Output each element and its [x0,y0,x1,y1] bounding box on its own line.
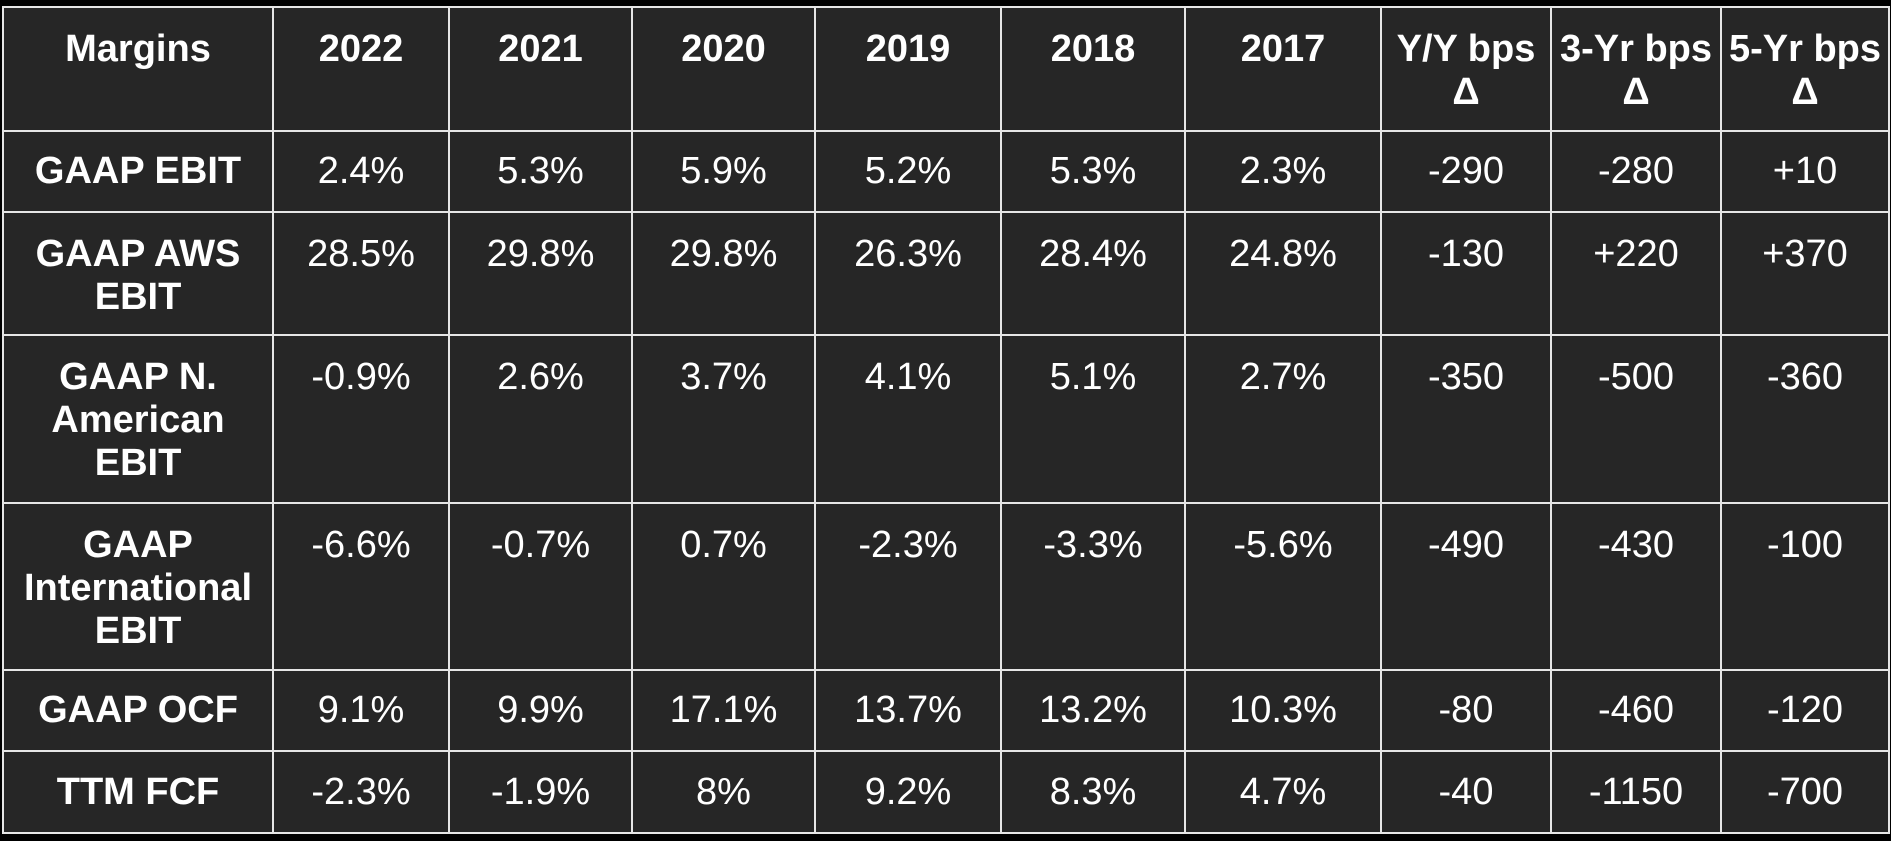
table-cell: -490 [1380,502,1552,671]
header-margins: Margins [2,6,274,132]
margins-table-container: Margins 2022 2021 2020 2019 2018 2017 Y/… [2,6,1890,834]
table-cell: 5.1% [1000,334,1186,504]
table-cell: 24.8% [1184,211,1382,336]
header-2021: 2021 [448,6,633,132]
table-cell: 3.7% [631,334,816,504]
table-row: GAAP EBIT 2.4% 5.3% 5.9% 5.2% 5.3% 2.3% … [2,130,1890,213]
row-label: GAAP EBIT [2,130,274,213]
table-cell: -460 [1550,669,1722,752]
table-row: GAAP International EBIT -6.6% -0.7% 0.7%… [2,502,1890,671]
table-cell: 29.8% [631,211,816,336]
table-cell: 29.8% [448,211,633,336]
table-cell: -120 [1720,669,1890,752]
header-2020: 2020 [631,6,816,132]
table-cell: 5.3% [1000,130,1186,213]
table-cell: +220 [1550,211,1722,336]
table-cell: -2.3% [272,750,450,834]
table-row: GAAP OCF 9.1% 9.9% 17.1% 13.7% 13.2% 10.… [2,669,1890,752]
table-cell: -290 [1380,130,1552,213]
table-cell: 2.3% [1184,130,1382,213]
table-cell: -0.7% [448,502,633,671]
table-cell: 8.3% [1000,750,1186,834]
table-row: GAAP AWS EBIT 28.5% 29.8% 29.8% 26.3% 28… [2,211,1890,336]
header-5yr-bps: 5-Yr bps Δ [1720,6,1890,132]
row-label: GAAP N. American EBIT [2,334,274,504]
table-cell: 5.2% [814,130,1002,213]
table-cell: 9.2% [814,750,1002,834]
table-cell: -130 [1380,211,1552,336]
table-cell: -100 [1720,502,1890,671]
table-cell: -350 [1380,334,1552,504]
header-yy-bps: Y/Y bps Δ [1380,6,1552,132]
table-row: TTM FCF -2.3% -1.9% 8% 9.2% 8.3% 4.7% -4… [2,750,1890,834]
header-2017: 2017 [1184,6,1382,132]
header-2019: 2019 [814,6,1002,132]
margins-table: Margins 2022 2021 2020 2019 2018 2017 Y/… [2,6,1890,834]
row-label: GAAP OCF [2,669,274,752]
table-cell: 2.4% [272,130,450,213]
table-cell: -5.6% [1184,502,1382,671]
table-cell: 9.9% [448,669,633,752]
table-cell: 26.3% [814,211,1002,336]
header-2018: 2018 [1000,6,1186,132]
table-cell: 13.2% [1000,669,1186,752]
table-cell: 17.1% [631,669,816,752]
table-cell: -40 [1380,750,1552,834]
table-cell: -2.3% [814,502,1002,671]
table-cell: 4.1% [814,334,1002,504]
table-cell: -500 [1550,334,1722,504]
table-cell: 5.9% [631,130,816,213]
table-cell: -6.6% [272,502,450,671]
table-cell: -280 [1550,130,1722,213]
table-cell: -360 [1720,334,1890,504]
table-cell: 0.7% [631,502,816,671]
header-3yr-bps: 3-Yr bps Δ [1550,6,1722,132]
table-cell: -80 [1380,669,1552,752]
row-label: GAAP AWS EBIT [2,211,274,336]
table-cell: -1.9% [448,750,633,834]
header-2022: 2022 [272,6,450,132]
table-cell: +10 [1720,130,1890,213]
table-cell: 2.7% [1184,334,1382,504]
table-cell: 10.3% [1184,669,1382,752]
table-cell: 28.4% [1000,211,1186,336]
table-cell: 9.1% [272,669,450,752]
table-cell: -0.9% [272,334,450,504]
table-cell: +370 [1720,211,1890,336]
table-row: GAAP N. American EBIT -0.9% 2.6% 3.7% 4.… [2,334,1890,504]
table-cell: -3.3% [1000,502,1186,671]
table-cell: 8% [631,750,816,834]
table-cell: 13.7% [814,669,1002,752]
table-cell: -430 [1550,502,1722,671]
table-cell: 4.7% [1184,750,1382,834]
table-cell: -700 [1720,750,1890,834]
table-cell: -1150 [1550,750,1722,834]
header-row: Margins 2022 2021 2020 2019 2018 2017 Y/… [2,6,1890,132]
table-cell: 2.6% [448,334,633,504]
row-label: TTM FCF [2,750,274,834]
row-label: GAAP International EBIT [2,502,274,671]
table-cell: 28.5% [272,211,450,336]
table-cell: 5.3% [448,130,633,213]
